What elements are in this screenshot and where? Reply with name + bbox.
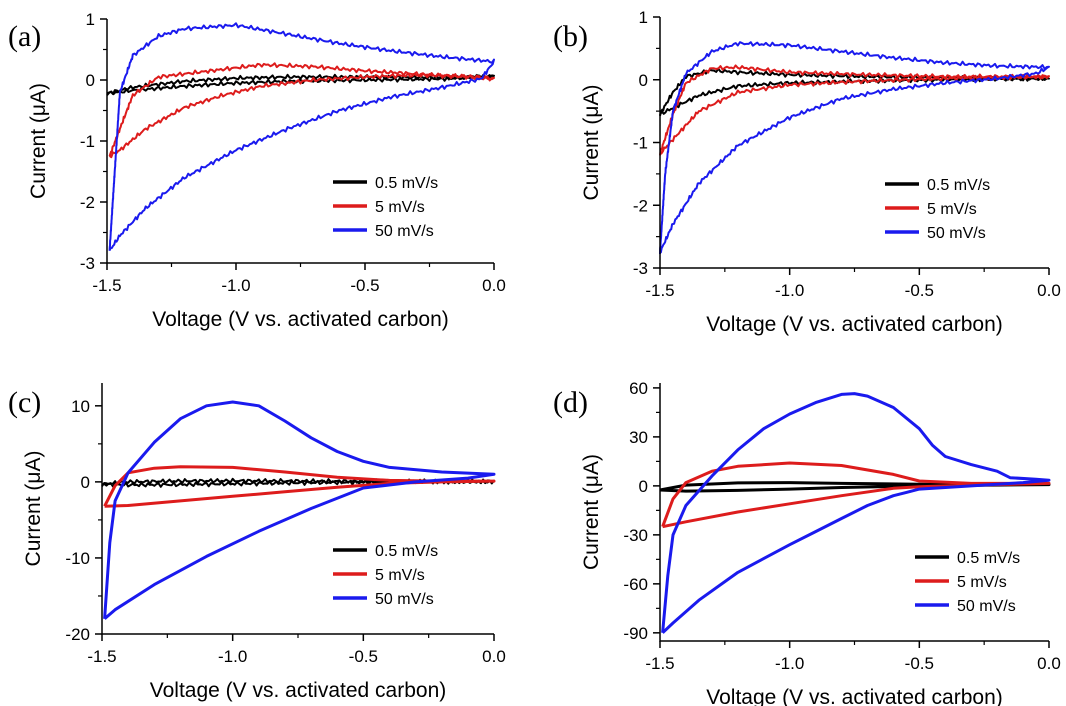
x-tick-label-minus-1-0: -1.0 [775,281,804,300]
y-tick-label-30: 30 [629,428,648,447]
y-tick-label-60: 60 [629,379,648,398]
x-tick-label-0-0: 0.0 [1037,654,1061,673]
y-axis-title: Current (μA) [580,85,603,201]
legend-label-50-mv-s: 50 mV/s [927,225,986,242]
x-tick-label-minus-1-0: -1.0 [775,654,804,673]
y-axis-title: Current (μA) [580,454,603,570]
panel-label-b: (b) [553,20,588,53]
y-tick-label-0: 0 [639,71,648,90]
y-axis-title: Current (μA) [27,83,50,199]
x-tick-label-minus-1-0: -1.0 [218,647,247,666]
series-line-0-5-mv-s [106,73,495,96]
series-group [101,400,496,620]
y-tick-label-minus-10: -10 [65,549,90,568]
y-tick-label-minus-3: -3 [633,259,648,278]
x-tick-label-minus-0-5: -0.5 [905,281,934,300]
legend: 0.5 mV/s 5 mV/s 50 mV/s [333,543,438,608]
x-tick-label-0-0: 0.0 [482,276,506,295]
series-line-50-mv-s [661,392,1051,634]
y-tick-label-1: 1 [639,8,648,27]
y-tick-label-minus-60: -60 [623,575,648,594]
x-tick-label-minus-1-5: -1.5 [645,281,674,300]
x-axis-title: Voltage (V vs. activated carbon) [152,308,449,331]
legend-label-0-5-mv-s: 0.5 mV/s [375,543,438,560]
x-axis-title: Voltage (V vs. activated carbon) [706,313,1003,336]
y-axis-title: Current (μA) [22,451,45,567]
series-line-5-mv-s [661,461,1051,529]
y-tick-label-minus-2: -2 [633,196,648,215]
legend-label-0-5-mv-s: 0.5 mV/s [375,175,438,192]
panel-label-c: (c) [8,386,41,419]
x-tick-label-minus-0-5: -0.5 [350,276,379,295]
y-tick-label-10: 10 [71,397,90,416]
y-tick-label-0: 0 [86,71,95,90]
legend: 0.5 mV/s 5 mV/s 50 mV/s [885,177,990,242]
legend-label-5-mv-s: 5 mV/s [957,574,1007,591]
panel-label-d: (d) [553,386,588,419]
y-tick-label-minus-2: -2 [80,193,95,212]
x-tick-label-minus-1-5: -1.5 [645,654,674,673]
y-tick-label-minus-1: -1 [633,134,648,153]
y-tick-label-minus-3: -3 [80,254,95,273]
legend-label-5-mv-s: 5 mV/s [927,201,977,218]
y-tick-label-minus-1: -1 [80,132,95,151]
x-tick-label-0-0: 0.0 [1037,281,1061,300]
series-line-5-mv-s [659,64,1050,156]
x-tick-label-minus-1-0: -1.0 [221,276,250,295]
x-tick-label-minus-1-5: -1.5 [92,276,121,295]
x-tick-label-minus-0-5: -0.5 [905,654,934,673]
series-line-5-mv-s [108,62,495,159]
panel-b: (b) -1.5 -1.0 -0.5 0.0 -3 -2 -1 0 1 Voltage (V vs.… [553,8,1061,336]
y-tick-label-minus-30: -30 [623,526,648,545]
legend-label-50-mv-s: 50 mV/s [375,223,434,240]
series-line-50-mv-s [103,400,496,620]
x-tick-label-minus-0-5: -0.5 [349,647,378,666]
legend-label-50-mv-s: 50 mV/s [375,591,434,608]
x-axis-title: Voltage (V vs. activated carbon) [706,686,1003,706]
x-tick-label-minus-1-5: -1.5 [87,647,116,666]
legend-label-5-mv-s: 5 mV/s [375,567,425,584]
y-tick-label-0: 0 [81,473,90,492]
series-group [659,41,1050,255]
y-tick-label-0: 0 [639,477,648,496]
panel-a: (a) -1.5 -1.0 -0.5 0.0 -3 -2 -1 0 1 Voltage (V vs.… [8,10,506,331]
x-tick-label-0-0: 0.0 [482,647,506,666]
series-group [106,22,495,251]
y-tick-label-minus-90: -90 [623,624,648,643]
x-axis-title: Voltage (V vs. activated carbon) [150,679,447,702]
series-line-50-mv-s [659,41,1050,255]
legend: 0.5 mV/s 5 mV/s 50 mV/s [915,550,1020,615]
legend-label-5-mv-s: 5 mV/s [375,199,425,216]
axes-frame [101,383,494,635]
legend-label-0-5-mv-s: 0.5 mV/s [957,550,1020,567]
legend-label-50-mv-s: 50 mV/s [957,598,1016,615]
panel-d: (d) -1.5 -1.0 -0.5 0.0 -90 -60 -30 0 30 60 Voltage … [553,379,1061,706]
y-tick-label-1: 1 [86,10,95,29]
series-line-50-mv-s [108,22,495,251]
legend: 0.5 mV/s 5 mV/s 50 mV/s [333,175,438,240]
y-tick-label-minus-20: -20 [65,625,90,644]
series-group [659,392,1051,634]
panel-c: (c) -1.5 -1.0 -0.5 0.0 -20 -10 0 10 Voltage (V vs… [8,383,506,702]
panel-label-a: (a) [8,20,41,53]
legend-label-0-5-mv-s: 0.5 mV/s [927,177,990,194]
